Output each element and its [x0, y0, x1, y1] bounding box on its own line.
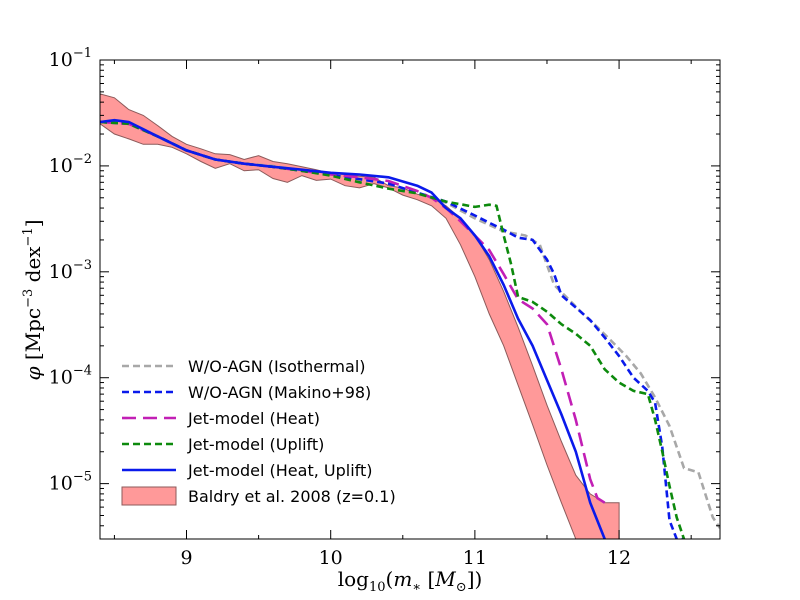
legend: W/O-AGN (Isothermal) W/O-AGN (Makino+98) J… [121, 357, 396, 506]
y-tick-label: 10−4 [49, 364, 92, 389]
legend-swatch-baldry [121, 486, 177, 506]
series-line-jet-model-heat-uplift [100, 118, 606, 539]
legend-label-w-o-agn-makino-98: W/O-AGN (Makino+98) [188, 383, 371, 402]
x-tick-label: 10 [319, 547, 343, 569]
legend-label-w-o-agn-isothermal: W/O-AGN (Isothermal) [188, 357, 366, 376]
legend-label-baldry: Baldry et al. 2008 (z=0.1) [188, 487, 396, 506]
x-tick-label: 11 [463, 547, 487, 569]
series-line-jet-model-uplift [100, 120, 686, 539]
y-axis-label: φ [Mpc−3 dex−1] [21, 219, 45, 380]
axis-ticks: 9 10 11 12 10−5 10−4 10−3 10−2 10−1 [49, 46, 720, 569]
x-tick-label: 9 [180, 547, 192, 569]
series-layer [100, 118, 720, 539]
x-tick-label: 12 [607, 547, 631, 569]
x-axis-label: log10(m∗ [M⊙]) [338, 567, 483, 595]
legend-label-jet-model-heat-uplift: Jet-model (Heat, Uplift) [187, 461, 373, 480]
legend-label-jet-model-heat: Jet-model (Heat) [187, 409, 320, 428]
y-tick-label: 10−2 [49, 152, 92, 177]
plot-frame [99, 59, 721, 540]
y-tick-label: 10−5 [49, 470, 92, 495]
y-tick-label: 10−1 [49, 46, 92, 71]
legend-label-jet-model-uplift: Jet-model (Uplift) [187, 435, 324, 454]
y-tick-label: 10−3 [49, 258, 92, 283]
